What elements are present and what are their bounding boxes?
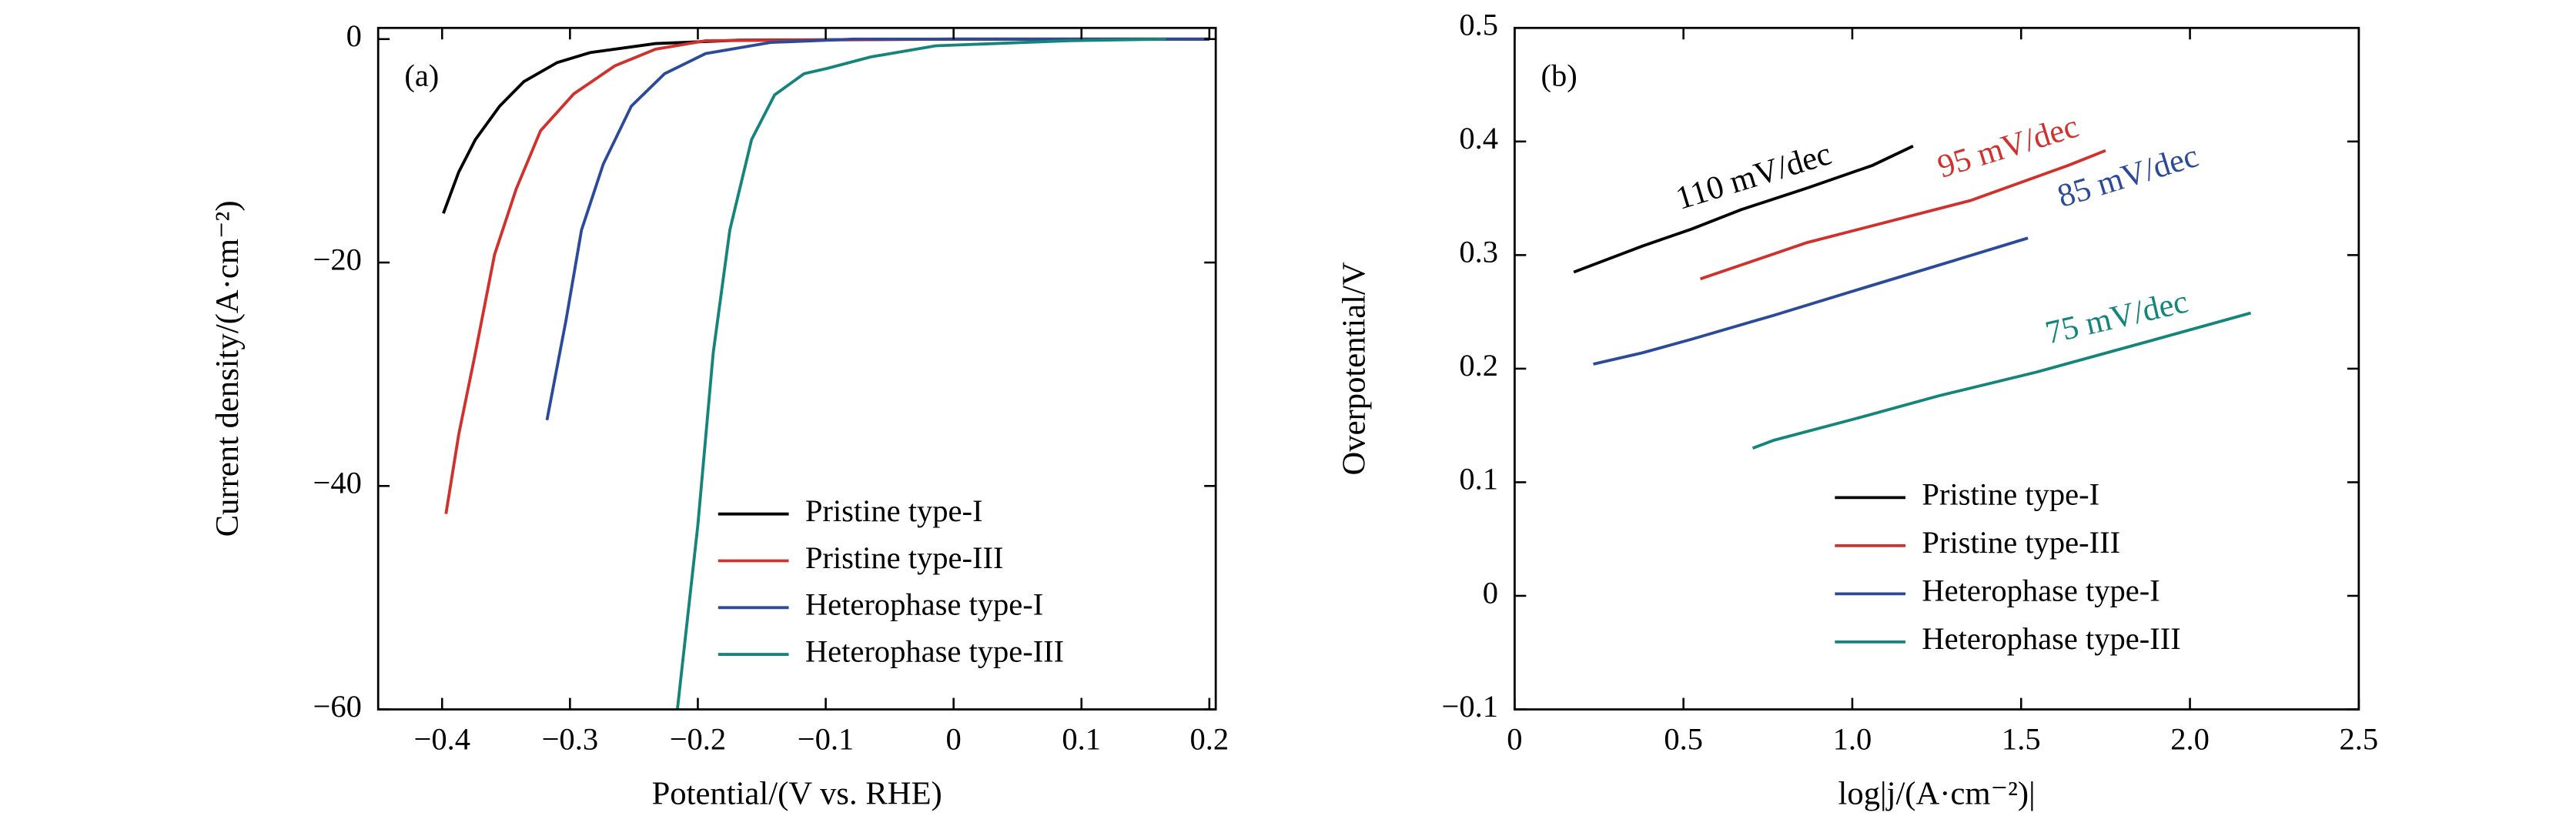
series-line — [442, 37, 1209, 214]
y-tick-label: 0 — [346, 18, 362, 53]
y-tick-label: 0 — [1483, 575, 1498, 610]
legend-label: Pristine type-I — [805, 493, 983, 528]
series-line — [545, 37, 1209, 421]
x-tick-label: −0.1 — [798, 722, 855, 757]
x-tick-label: 2.0 — [2170, 722, 2210, 757]
y-tick-label: 0.2 — [1459, 348, 1498, 383]
y-tick-label: −60 — [313, 689, 361, 724]
slope-annotation: 85 mV/dec — [2053, 138, 2203, 215]
legend-label: Pristine type-I — [1922, 477, 2099, 512]
x-tick-label: 1.5 — [2002, 722, 2041, 757]
x-tick-label: 2.5 — [2340, 722, 2379, 757]
legend-label: Heterophase type-I — [1922, 574, 2159, 608]
y-tick-label: −40 — [313, 466, 361, 500]
series-line — [1593, 236, 2029, 366]
legend-label: Heterophase type-III — [805, 634, 1064, 668]
panel-label: (b) — [1541, 59, 1577, 93]
series-line — [1751, 311, 2252, 450]
legend-label: Pristine type-III — [1922, 525, 2120, 560]
x-tick-label: −0.2 — [670, 722, 726, 757]
x-tick-label: 0.1 — [1062, 722, 1101, 757]
series-line — [1573, 144, 1914, 274]
x-tick-label: −0.3 — [542, 722, 599, 757]
series-line — [1699, 149, 2106, 281]
x-axis-title: Potential/(V vs. RHE) — [652, 775, 942, 811]
legend-label: Heterophase type-I — [805, 587, 1043, 622]
series-line — [444, 37, 1209, 514]
y-tick-label: 0.5 — [1459, 8, 1498, 42]
y-axis-title: Overpotential/V — [1336, 262, 1372, 475]
plot-frame — [376, 26, 1217, 711]
slope-annotation: 95 mV/dec — [1933, 109, 2083, 186]
y-tick-label: 0.4 — [1459, 121, 1498, 156]
x-tick-label: 0.2 — [1190, 722, 1229, 757]
x-tick-label: 0 — [946, 722, 962, 757]
slope-annotation: 75 mV/dec — [2042, 283, 2191, 351]
y-tick-label: 0.1 — [1459, 462, 1498, 497]
x-tick-label: 0.5 — [1664, 722, 1703, 757]
x-tick-label: 0 — [1507, 722, 1522, 757]
y-axis-title: Current density/(A·cm⁻²) — [209, 200, 246, 537]
y-tick-label: 0.3 — [1459, 235, 1498, 269]
x-axis-title: log|j/(A·cm⁻²)| — [1838, 775, 2036, 811]
x-tick-label: 1.0 — [1833, 722, 1872, 757]
legend-label: Pristine type-III — [805, 540, 1004, 575]
series-line — [675, 37, 1166, 710]
legend-label: Heterophase type-III — [1922, 621, 2180, 656]
panel-label: (a) — [404, 59, 439, 93]
x-tick-label: −0.4 — [414, 722, 471, 757]
y-tick-label: −20 — [313, 242, 361, 276]
y-tick-label: −0.1 — [1442, 689, 1499, 724]
